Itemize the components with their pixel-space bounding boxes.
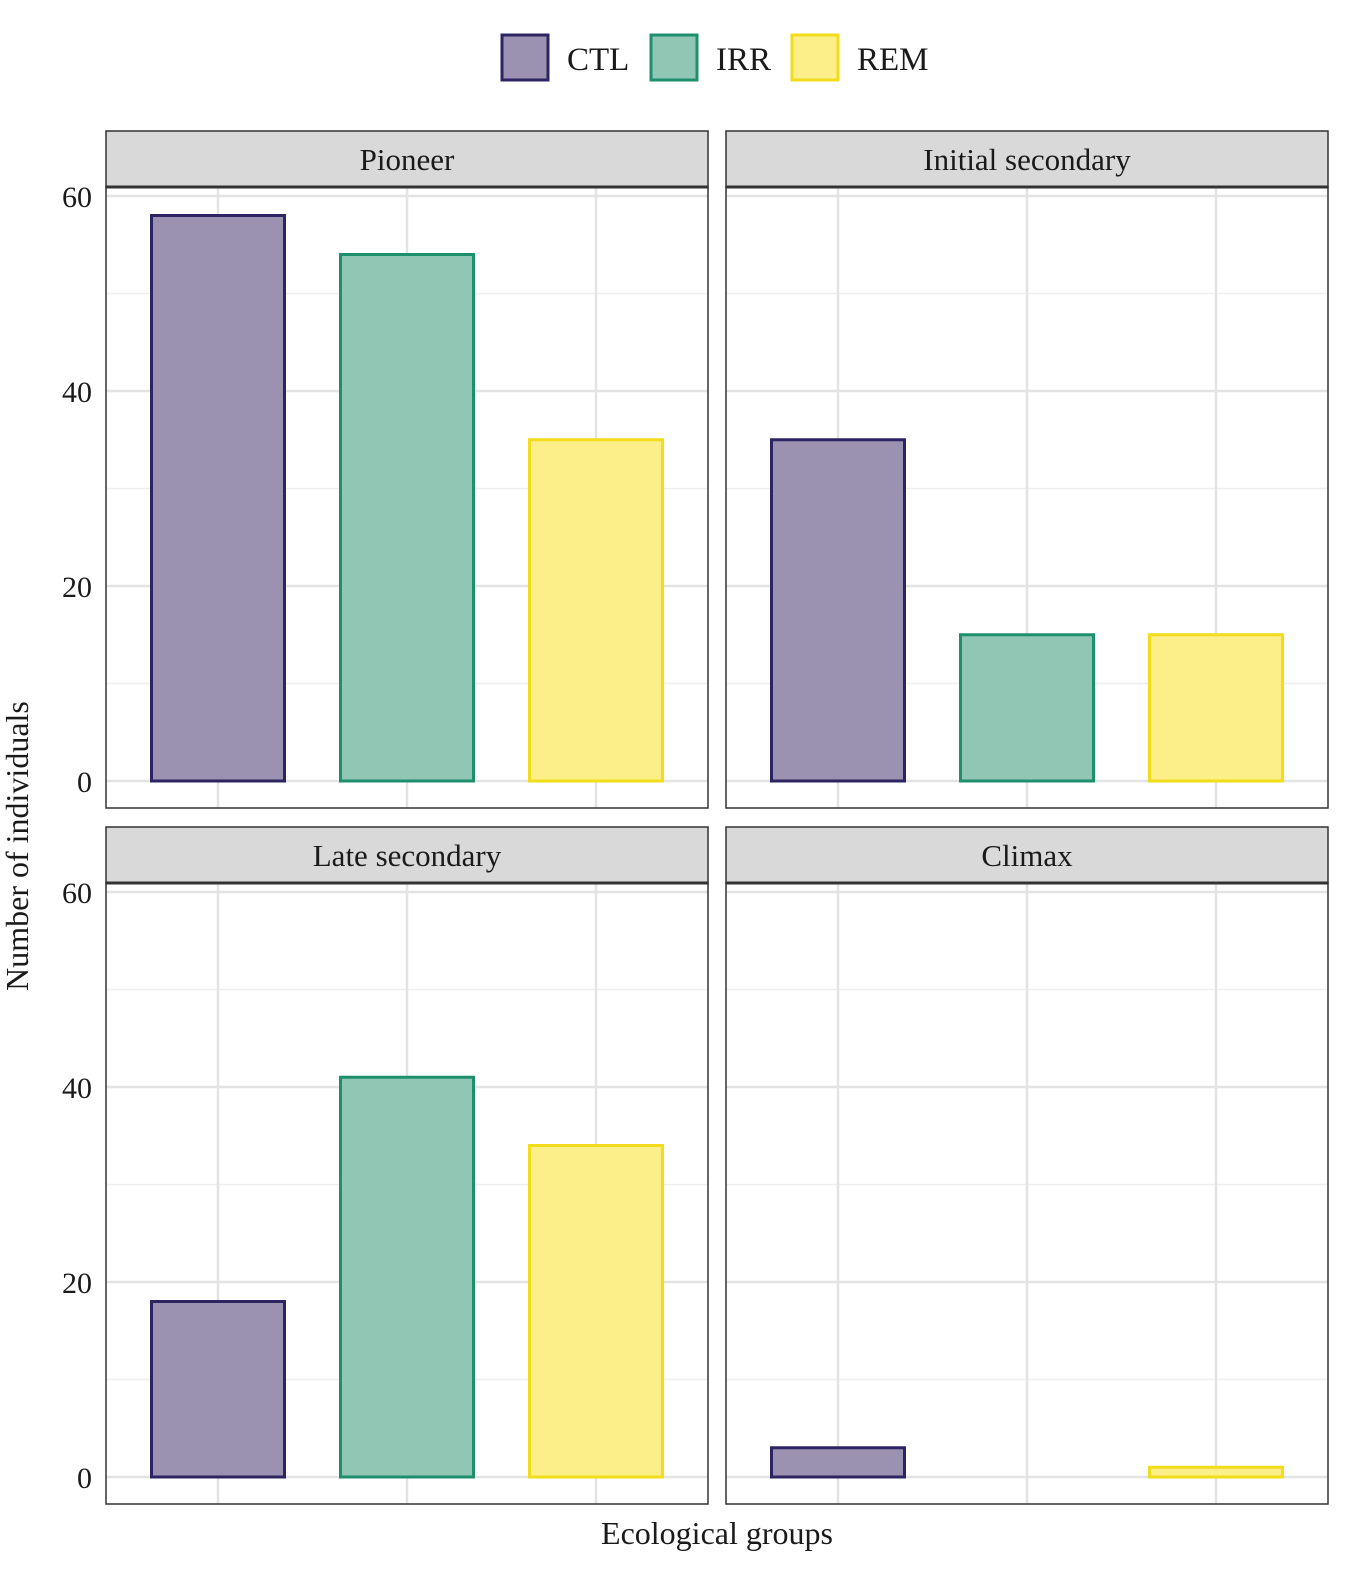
legend-label-rem: REM [857,42,929,78]
y-tick-label-20: 20 [62,571,92,604]
y-tick-label-40: 40 [62,376,92,409]
y-tick-label-0: 0 [77,766,92,799]
legend-item-irr: IRR [649,33,771,82]
facet-title-late-secondary: Late secondary [313,838,502,873]
bar-late-secondary-ctl [150,1300,286,1479]
y-tick-label-20: 20 [62,1267,92,1300]
facet-title-pioneer: Pioneer [360,142,455,177]
bar-climax-ctl [770,1446,906,1479]
bar-late-secondary-rem [528,1144,664,1479]
facet-title-climax: Climax [981,838,1073,873]
legend-label-irr: IRR [716,42,771,78]
x-axis-title: Ecological groups [601,1515,833,1551]
bar-pioneer-ctl [150,214,286,783]
y-tick-label-60: 60 [62,181,92,214]
facet-strip [725,130,1329,188]
panel-late-secondary: Late secondary [105,826,709,1505]
y-tick-label-40: 40 [62,1072,92,1105]
legend: CTL IRR REM [500,33,929,82]
facet-strip [105,826,709,884]
facet-strip [725,826,1329,884]
bar-late-secondary-irr [339,1075,475,1479]
y-axes: 0 20 40 60 0 20 40 60 [62,181,92,1495]
panel-climax: Climax [725,826,1329,1505]
chart-panels: Pioneer Initial secondary Late secondary Cl… [105,130,1329,1505]
y-tick-label-0: 0 [77,1462,92,1495]
legend-swatch-irr [649,33,699,82]
bar-initial-secondary-ctl [770,438,906,783]
facet-title-initial-secondary: Initial secondary [923,142,1131,177]
panel-pioneer: Pioneer [105,130,709,809]
panel-initial-secondary: Initial secondary [725,130,1329,809]
y-tick-label-60: 60 [62,877,92,910]
y-axis-title: Number of individuals [0,701,35,991]
bar-pioneer-irr [339,253,475,783]
legend-swatch-ctl [500,33,550,82]
facet-strip [105,130,709,188]
bar-initial-secondary-rem [1148,633,1284,783]
legend-item-ctl: CTL [500,33,629,82]
legend-swatch-rem [790,33,840,82]
bar-initial-secondary-irr [959,633,1095,783]
bar-pioneer-rem [528,438,664,783]
bar-climax-rem [1148,1465,1284,1479]
legend-label-ctl: CTL [567,42,629,78]
legend-item-rem: REM [790,33,929,82]
